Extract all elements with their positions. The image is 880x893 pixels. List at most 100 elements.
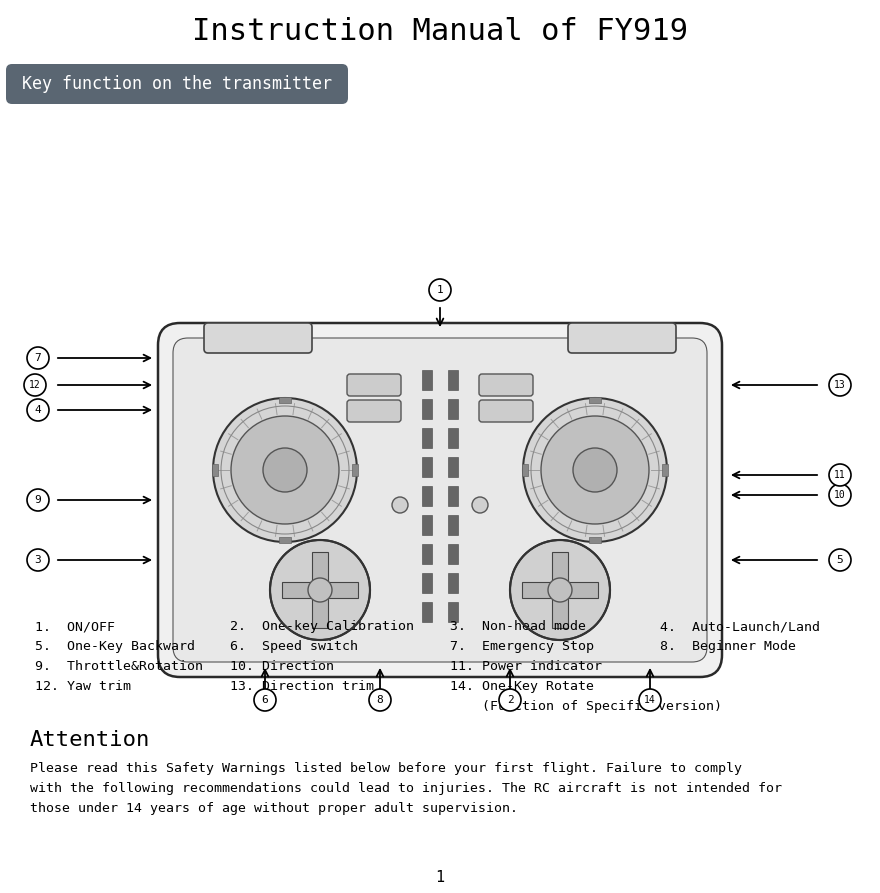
Circle shape [27, 399, 49, 421]
FancyBboxPatch shape [347, 374, 401, 396]
FancyBboxPatch shape [479, 374, 533, 396]
Text: 3: 3 [34, 555, 41, 565]
Text: 12: 12 [29, 380, 40, 390]
Circle shape [548, 578, 572, 602]
Text: 5: 5 [837, 555, 843, 565]
Text: 5.  One-Key Backward: 5. One-Key Backward [35, 640, 195, 653]
Circle shape [27, 489, 49, 511]
Bar [448, 544, 458, 564]
Bar [448, 573, 458, 593]
Circle shape [523, 398, 667, 542]
Bar [312, 590, 328, 628]
Text: 1: 1 [436, 285, 444, 295]
Text: 2: 2 [507, 695, 513, 705]
Text: 3.  Non-head mode: 3. Non-head mode [450, 620, 586, 633]
Circle shape [639, 689, 661, 711]
Bar [282, 582, 320, 598]
Circle shape [829, 549, 851, 571]
Bar [448, 457, 458, 477]
Bar [422, 428, 432, 448]
Bar [279, 537, 291, 543]
Text: 8: 8 [377, 695, 384, 705]
Circle shape [231, 416, 339, 524]
FancyBboxPatch shape [479, 400, 533, 422]
Circle shape [510, 540, 610, 640]
Bar [320, 582, 358, 598]
Circle shape [829, 374, 851, 396]
Bar [212, 464, 218, 476]
Text: 12. Yaw trim: 12. Yaw trim [35, 680, 131, 693]
Bar [662, 464, 668, 476]
Bar [448, 399, 458, 419]
Circle shape [829, 464, 851, 486]
Text: 10. Direction: 10. Direction [230, 660, 334, 673]
Bar [522, 464, 528, 476]
Text: 2.  One-key Calibration: 2. One-key Calibration [230, 620, 414, 633]
Circle shape [829, 484, 851, 506]
Text: 1: 1 [436, 871, 444, 886]
Bar [448, 486, 458, 506]
Text: Key function on the transmitter: Key function on the transmitter [22, 75, 332, 93]
Text: those under 14 years of age without proper adult supervision.: those under 14 years of age without prop… [30, 802, 518, 815]
Text: Please read this Safety Warnings listed below before your first flight. Failure : Please read this Safety Warnings listed … [30, 762, 742, 775]
Text: 1.  ON/OFF: 1. ON/OFF [35, 620, 115, 633]
Bar [279, 397, 291, 403]
Bar [422, 370, 432, 390]
Bar [522, 582, 560, 598]
Bar [552, 590, 568, 628]
Bar [422, 399, 432, 419]
FancyBboxPatch shape [173, 338, 707, 662]
FancyBboxPatch shape [347, 400, 401, 422]
Text: 9.  Throttle&Rotation: 9. Throttle&Rotation [35, 660, 203, 673]
Text: 10: 10 [834, 490, 846, 500]
Bar [448, 370, 458, 390]
FancyBboxPatch shape [6, 64, 348, 104]
Circle shape [213, 398, 357, 542]
Circle shape [27, 347, 49, 369]
Circle shape [254, 689, 276, 711]
Text: 9: 9 [34, 495, 41, 505]
Circle shape [263, 448, 307, 492]
Bar [312, 552, 328, 590]
Circle shape [573, 448, 617, 492]
Circle shape [392, 497, 408, 513]
Circle shape [541, 416, 649, 524]
Bar [589, 397, 601, 403]
Circle shape [27, 549, 49, 571]
Bar [422, 573, 432, 593]
Circle shape [308, 578, 332, 602]
Text: 4: 4 [34, 405, 41, 415]
Bar [448, 428, 458, 448]
Bar [422, 486, 432, 506]
Bar [422, 515, 432, 535]
Bar [422, 457, 432, 477]
Bar [552, 552, 568, 590]
Text: 11: 11 [834, 470, 846, 480]
FancyBboxPatch shape [568, 323, 676, 353]
Bar [560, 582, 598, 598]
Text: with the following recommendations could lead to injuries. The RC aircraft is no: with the following recommendations could… [30, 782, 782, 795]
Text: Attention: Attention [30, 730, 150, 750]
Text: 4.  Auto-Launch/Land: 4. Auto-Launch/Land [660, 620, 820, 633]
Bar [422, 602, 432, 622]
FancyBboxPatch shape [204, 323, 312, 353]
Text: 13. Direction trim: 13. Direction trim [230, 680, 374, 693]
Text: Instruction Manual of FY919: Instruction Manual of FY919 [192, 18, 688, 46]
Circle shape [472, 497, 488, 513]
Text: 14. One-Key Rotate: 14. One-Key Rotate [450, 680, 594, 693]
Text: 8.  Beginner Mode: 8. Beginner Mode [660, 640, 796, 653]
Bar [448, 515, 458, 535]
Circle shape [24, 374, 46, 396]
Circle shape [429, 279, 451, 301]
Text: 7: 7 [34, 353, 41, 363]
Text: (Function of Specific version): (Function of Specific version) [450, 700, 722, 713]
Circle shape [499, 689, 521, 711]
Text: 6.  Speed switch: 6. Speed switch [230, 640, 358, 653]
Text: 13: 13 [834, 380, 846, 390]
Text: 7.  Emergency Stop: 7. Emergency Stop [450, 640, 594, 653]
FancyBboxPatch shape [158, 323, 722, 677]
Text: 11. Power indicator: 11. Power indicator [450, 660, 602, 673]
Bar [352, 464, 358, 476]
Circle shape [270, 540, 370, 640]
Text: 14: 14 [644, 695, 656, 705]
